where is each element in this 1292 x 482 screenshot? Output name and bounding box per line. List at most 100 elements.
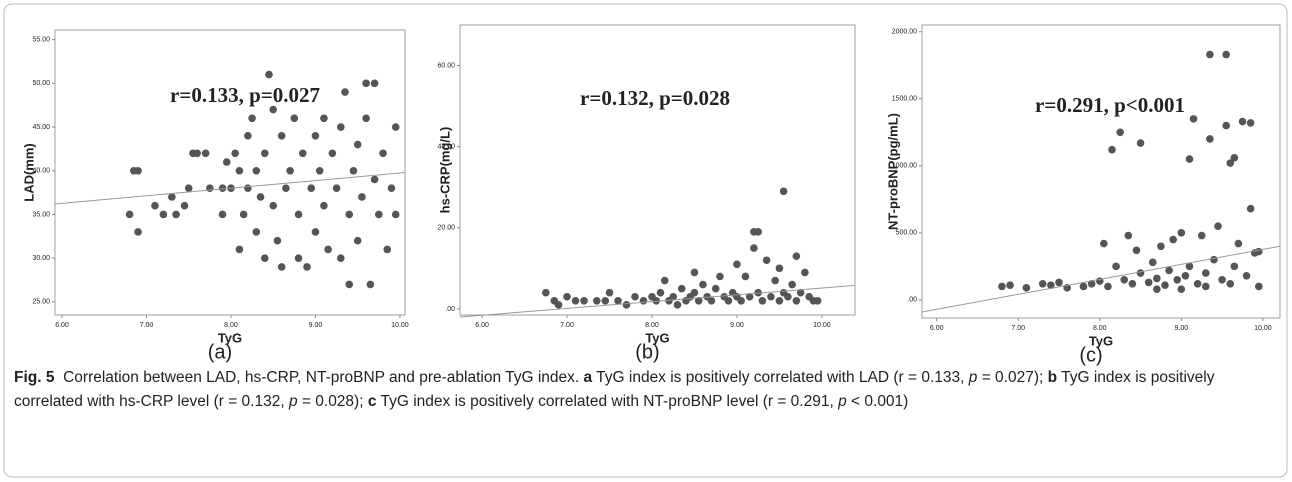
caption-items: a TyG index is positively correlated wit… xyxy=(14,369,1214,410)
scatter-point xyxy=(669,292,678,301)
annotation: r=0.291, p<0.001 xyxy=(1035,93,1185,117)
x-tick-label: 9.00 xyxy=(309,322,323,329)
scatter-point xyxy=(349,166,358,175)
scatter-point xyxy=(724,297,733,305)
scatter-point xyxy=(1222,50,1230,59)
scatter-point xyxy=(1153,274,1161,283)
scatter-point xyxy=(690,268,699,277)
scatter-point xyxy=(370,79,379,88)
caption-p: p xyxy=(838,393,847,410)
fit-line xyxy=(921,245,1281,313)
scatter-point xyxy=(1112,262,1120,271)
annotation: r=0.133, p=0.027 xyxy=(170,83,320,107)
scatter-point xyxy=(1055,278,1063,287)
caption-item-text: TyG index is positively correlated with … xyxy=(596,369,965,386)
x-axis-title: TyG xyxy=(645,330,669,345)
caption-item-letter: b xyxy=(1047,369,1058,386)
scatter-point xyxy=(1230,262,1239,271)
scatter-point xyxy=(1234,239,1243,248)
scatter-point xyxy=(1181,271,1190,280)
scatter-point xyxy=(1197,231,1206,240)
scatter-point xyxy=(813,297,822,305)
scatter-point xyxy=(353,140,362,149)
scatter-point xyxy=(571,297,580,305)
scatter-point xyxy=(1210,255,1218,264)
scatter-point xyxy=(383,245,392,254)
scatter-point xyxy=(244,131,252,140)
scatter-point xyxy=(1206,135,1214,143)
scatter-point xyxy=(134,166,142,175)
scatter-point xyxy=(1193,280,1202,288)
scatter-point xyxy=(1242,271,1251,280)
scatter-point xyxy=(1006,281,1014,289)
x-tick-label: 6.00 xyxy=(55,322,69,329)
scatter-point xyxy=(1157,242,1165,251)
scatter-point xyxy=(286,166,294,175)
x-tick-label: 7.00 xyxy=(140,322,154,329)
caption-item-text: TyG index is positively correlated with … xyxy=(14,369,1215,410)
scatter-point xyxy=(134,228,142,236)
x-axis-title: TyG xyxy=(1089,333,1113,348)
scatter-point xyxy=(801,268,809,277)
scatter-point xyxy=(311,228,320,236)
scatter-point xyxy=(345,280,354,289)
scatter-point xyxy=(277,131,286,140)
y-tick-label: 40.00 xyxy=(437,144,455,151)
scatter-point xyxy=(324,245,332,254)
scatter-point xyxy=(1246,119,1255,127)
scatter-point xyxy=(387,184,396,193)
scatter-point xyxy=(362,79,370,88)
y-tick-label: 50.00 xyxy=(32,80,50,87)
scatter-point xyxy=(652,297,661,305)
scatter-point xyxy=(1136,139,1145,147)
scatter-point xyxy=(1100,239,1108,248)
caption-label: Fig. 5 xyxy=(14,369,55,386)
scatter-point xyxy=(1124,231,1133,240)
x-tick-label: 7.00 xyxy=(1011,325,1025,332)
scatter-point xyxy=(775,264,784,273)
scatter-point xyxy=(580,297,588,305)
scatter-point xyxy=(741,272,750,281)
caption-p: p xyxy=(288,393,298,410)
scatter-point xyxy=(391,210,400,219)
scatter-point xyxy=(222,158,231,166)
scatter-point xyxy=(1173,275,1182,284)
scatter-point xyxy=(260,254,269,262)
scatter-point xyxy=(336,123,345,131)
scatter-point xyxy=(554,301,563,309)
scatter-point xyxy=(303,263,311,271)
scatter-point xyxy=(1246,204,1255,213)
y-tick-label: .00 xyxy=(907,297,917,304)
scatter-point xyxy=(750,244,758,252)
scatter-point xyxy=(1254,282,1263,291)
x-tick-label: 9.00 xyxy=(1175,325,1189,332)
scatter-point xyxy=(716,272,724,281)
scatter-point xyxy=(1201,282,1210,291)
scatter-point xyxy=(1144,278,1153,287)
scatter-point xyxy=(294,210,303,219)
scatter-point xyxy=(707,297,716,305)
scatter-point xyxy=(1169,235,1177,244)
scatter-point xyxy=(1189,115,1198,123)
y-tick-label: 30.00 xyxy=(32,255,50,262)
x-tick-label: 10.00 xyxy=(813,322,831,329)
scatter-point xyxy=(265,70,273,79)
y-tick-label: 25.00 xyxy=(32,299,50,306)
scatter-point xyxy=(745,292,754,301)
caption-item-letter: c xyxy=(367,393,377,410)
scatter-point xyxy=(758,297,767,305)
scatter-point xyxy=(614,297,622,305)
scatter-point xyxy=(601,297,610,305)
scatter-point xyxy=(699,280,707,289)
scatter-point xyxy=(592,297,601,305)
scatter-point xyxy=(180,201,189,210)
figure-border xyxy=(3,3,1288,478)
scatter-point xyxy=(563,292,571,301)
scatter-point xyxy=(631,292,639,301)
scatter-point xyxy=(256,193,265,201)
x-tick-label: 6.00 xyxy=(930,325,944,332)
y-tick-label: .00 xyxy=(445,306,455,313)
scatter-point xyxy=(1120,275,1129,284)
scatter-point xyxy=(260,149,269,158)
